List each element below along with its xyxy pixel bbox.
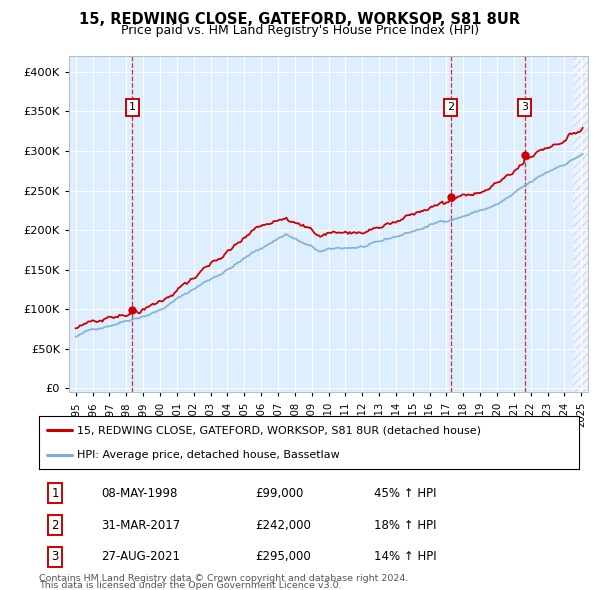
Text: Price paid vs. HM Land Registry's House Price Index (HPI): Price paid vs. HM Land Registry's House … bbox=[121, 24, 479, 37]
Text: 31-MAR-2017: 31-MAR-2017 bbox=[101, 519, 181, 532]
Text: Contains HM Land Registry data © Crown copyright and database right 2024.: Contains HM Land Registry data © Crown c… bbox=[39, 573, 409, 582]
Text: 14% ↑ HPI: 14% ↑ HPI bbox=[374, 550, 436, 563]
Text: 45% ↑ HPI: 45% ↑ HPI bbox=[374, 487, 436, 500]
Text: 15, REDWING CLOSE, GATEFORD, WORKSOP, S81 8UR: 15, REDWING CLOSE, GATEFORD, WORKSOP, S8… bbox=[79, 12, 521, 27]
Text: £242,000: £242,000 bbox=[255, 519, 311, 532]
Text: 1: 1 bbox=[128, 103, 136, 113]
Text: 08-MAY-1998: 08-MAY-1998 bbox=[101, 487, 178, 500]
Text: 3: 3 bbox=[52, 550, 59, 563]
Text: 2: 2 bbox=[447, 103, 454, 113]
Text: 3: 3 bbox=[521, 103, 529, 113]
Bar bbox=[573, 56, 590, 392]
Text: 27-AUG-2021: 27-AUG-2021 bbox=[101, 550, 180, 563]
Text: HPI: Average price, detached house, Bassetlaw: HPI: Average price, detached house, Bass… bbox=[77, 450, 340, 460]
Text: This data is licensed under the Open Government Licence v3.0.: This data is licensed under the Open Gov… bbox=[39, 581, 341, 589]
Text: 2: 2 bbox=[52, 519, 59, 532]
Text: 15, REDWING CLOSE, GATEFORD, WORKSOP, S81 8UR (detached house): 15, REDWING CLOSE, GATEFORD, WORKSOP, S8… bbox=[77, 425, 481, 435]
Text: 18% ↑ HPI: 18% ↑ HPI bbox=[374, 519, 436, 532]
Text: £99,000: £99,000 bbox=[255, 487, 304, 500]
Text: 1: 1 bbox=[52, 487, 59, 500]
Text: £295,000: £295,000 bbox=[255, 550, 311, 563]
